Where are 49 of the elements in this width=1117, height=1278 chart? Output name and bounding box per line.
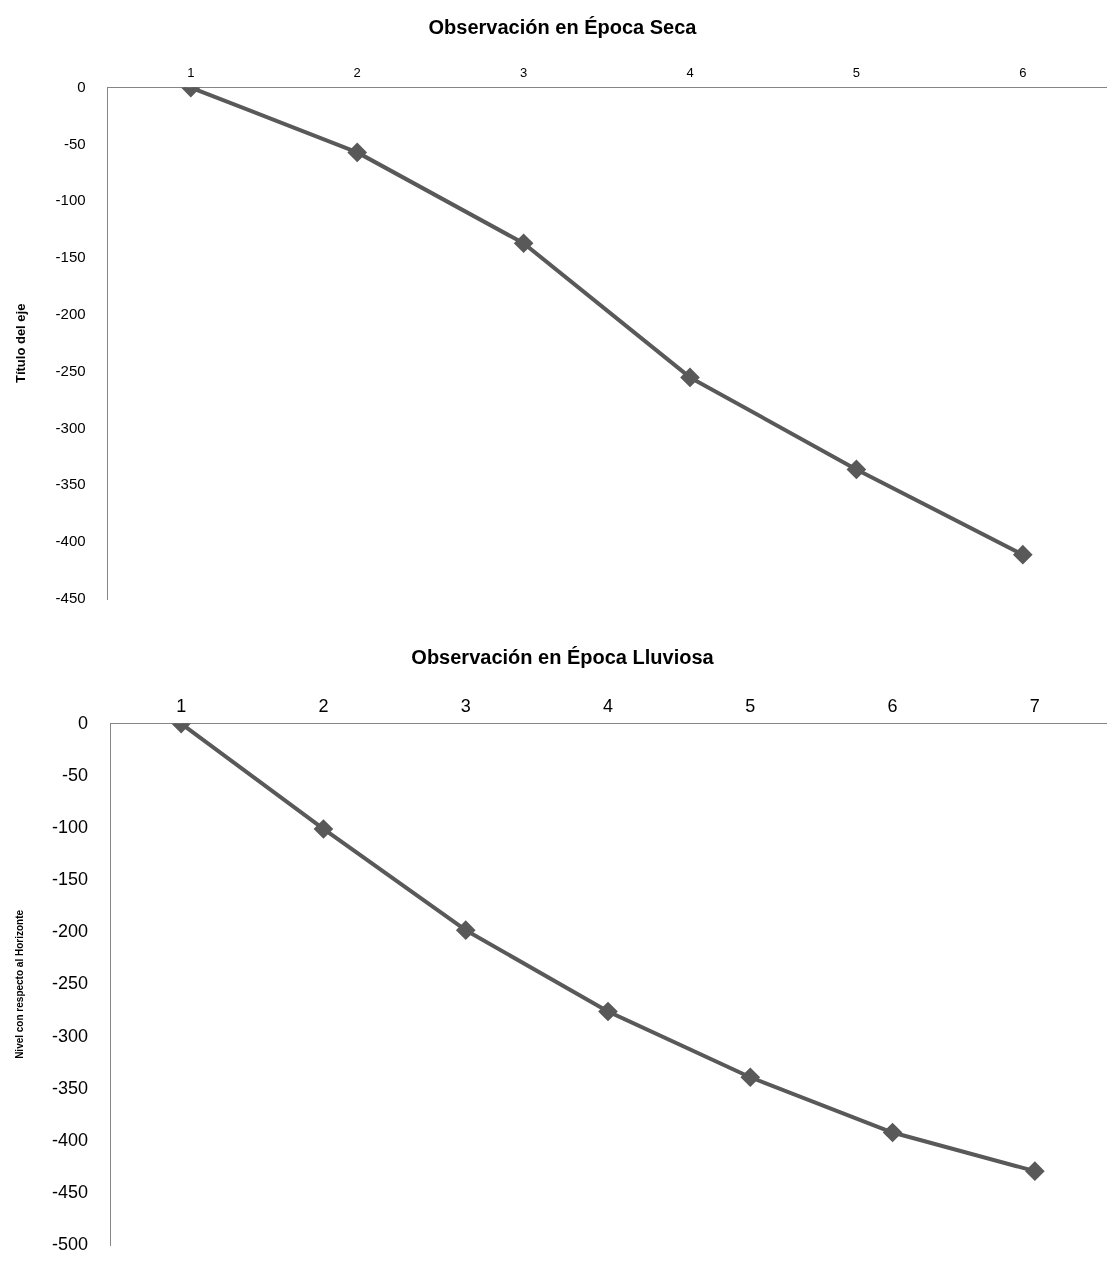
- point: [1025, 1162, 1044, 1181]
- x-tick-label: 3: [460, 695, 471, 716]
- point: [514, 234, 533, 253]
- y-tick-label: -100: [55, 191, 86, 209]
- point: [314, 819, 333, 838]
- y-tick-label: -350: [52, 1077, 89, 1098]
- y-tick-label: -150: [52, 869, 89, 890]
- y-tick-label: -400: [55, 532, 86, 550]
- point: [599, 1002, 618, 1021]
- y-tick-label: -500: [52, 1234, 89, 1255]
- y-axis-title: Nivel con respecto al Horizonte: [13, 909, 25, 1059]
- point: [741, 1068, 760, 1087]
- y-tick-label: -250: [55, 361, 86, 379]
- chart-title: Observación en Época Seca: [428, 15, 698, 38]
- y-tick-label: -300: [52, 1025, 89, 1046]
- y-tick-label: -50: [63, 134, 86, 152]
- y-tick-label: -300: [55, 418, 86, 436]
- y-tick-label: -400: [52, 1129, 89, 1150]
- x-tick-label: 4: [603, 695, 614, 716]
- point: [456, 921, 475, 940]
- y-tick-label: -350: [55, 475, 86, 493]
- y-tick-label: -450: [55, 589, 86, 607]
- y-axis-title: Título del eje: [13, 303, 29, 384]
- y-tick-label: -200: [52, 921, 89, 942]
- point: [681, 368, 700, 387]
- x-tick-label: 4: [686, 65, 694, 81]
- y-tick-label: 0: [77, 77, 86, 95]
- x-tick-label: 1: [176, 695, 187, 716]
- y-tick-label: -150: [55, 248, 86, 266]
- x-tick-label: 3: [520, 65, 528, 81]
- x-tick-label: 6: [1019, 65, 1027, 81]
- y-tick-label: -250: [52, 973, 89, 994]
- x-tick-label: 2: [318, 695, 329, 716]
- y-tick-label: -50: [62, 764, 89, 785]
- y-tick-label: -100: [52, 816, 89, 837]
- y-tick-label: -200: [55, 305, 86, 323]
- x-tick-label: 5: [852, 65, 861, 81]
- x-tick-label: 6: [887, 695, 898, 716]
- y-tick-label: -450: [52, 1182, 89, 1203]
- chart-title: Observación en Época Lluviosa: [411, 645, 715, 668]
- y-tick-label: 0: [78, 712, 89, 733]
- point: [348, 143, 367, 162]
- x-tick-label: 1: [187, 65, 195, 81]
- point: [847, 460, 866, 479]
- point: [883, 1123, 902, 1142]
- x-tick-label: 2: [353, 65, 361, 81]
- x-tick-label: 5: [745, 695, 756, 716]
- x-tick-label: 7: [1029, 695, 1040, 716]
- point: [1013, 545, 1032, 564]
